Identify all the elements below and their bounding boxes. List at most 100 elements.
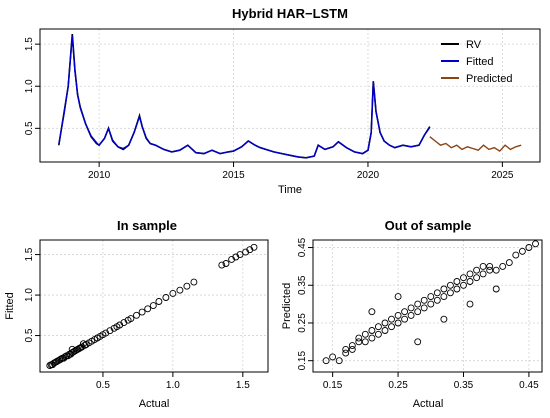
out-of-sample-point xyxy=(414,308,422,316)
out-of-sample-point xyxy=(388,323,395,331)
out-of-sample-y-axis-label: Predicted xyxy=(281,283,293,329)
out-of-sample-title: Out of sample xyxy=(385,218,472,233)
in-sample-x-tick-label: 1.0 xyxy=(166,380,180,391)
out-of-sample-point xyxy=(492,266,500,274)
out-of-sample-point xyxy=(414,338,422,346)
out-of-sample-point xyxy=(374,330,382,338)
top-x-axis-label: Time xyxy=(278,184,302,196)
out-of-sample-point xyxy=(322,357,330,365)
top-x-tick-label: 2015 xyxy=(222,170,245,181)
legend-label-fitted: Fitted xyxy=(466,56,494,68)
out-of-sample-point xyxy=(433,289,441,297)
out-of-sample-point xyxy=(479,270,487,278)
out-of-sample-point xyxy=(407,311,415,319)
in-sample-point xyxy=(149,302,157,310)
out-of-sample-point xyxy=(420,296,428,304)
out-of-sample-point xyxy=(446,289,454,297)
out-of-sample-panel: Out of sample 0.15 0.25 0.35 0.450.150.250.… xyxy=(281,218,543,410)
out-of-sample-point xyxy=(479,262,487,270)
out-of-sample-point xyxy=(453,278,461,285)
top-series xyxy=(58,34,522,159)
in-sample-point xyxy=(68,345,76,353)
out-of-sample-point xyxy=(394,319,402,327)
top-x-tick-label: 2025 xyxy=(491,170,514,181)
out-of-sample-point xyxy=(414,300,422,308)
in-sample-x-axis-label: Actual xyxy=(139,398,170,410)
out-of-sample-point xyxy=(486,266,494,274)
out-of-sample-point xyxy=(532,240,539,248)
in-sample-x-tick-label: 0.5 xyxy=(96,380,110,391)
top-x-tick-label: 2020 xyxy=(357,170,380,181)
out-of-sample-point xyxy=(505,259,513,267)
out-of-sample-point xyxy=(473,266,481,274)
out-of-sample-point xyxy=(368,308,376,316)
out-of-sample-point xyxy=(368,327,376,334)
out-of-sample-point xyxy=(512,251,520,259)
in-sample-point xyxy=(169,289,177,297)
out-of-sample-point xyxy=(427,300,435,308)
out-of-sample-point xyxy=(388,315,395,323)
out-of-sample-point xyxy=(466,270,474,278)
in-sample-point xyxy=(222,260,230,267)
out-of-sample-point xyxy=(466,278,474,285)
out-of-sample-point xyxy=(394,311,402,319)
out-of-sample-y-tick-label: 0.25 xyxy=(297,313,308,333)
top-chart-title: Hybrid HAR−LSTM xyxy=(232,6,348,21)
out-of-sample-point xyxy=(460,281,467,289)
top-ticks: 2010 2015 2020 2025 0.5 1.0 1.5 xyxy=(24,37,514,181)
out-of-sample-point xyxy=(446,281,454,289)
in-sample-panel: In sample 0.5 1.0 1.5 0.5 1.0 1.5 Actual Fitt… xyxy=(4,218,269,410)
out-of-sample-y-tick-label: 0.15 xyxy=(297,351,308,371)
out-of-sample-point xyxy=(525,244,533,251)
top-y-tick-label: 1.5 xyxy=(24,37,35,51)
out-of-sample-point xyxy=(381,327,389,334)
in-sample-y-axis-label: Fitted xyxy=(4,292,16,320)
out-of-sample-point xyxy=(420,304,428,312)
out-of-sample-point xyxy=(374,323,382,331)
in-sample-y-tick-label: 0.5 xyxy=(24,328,35,342)
in-sample-y-tick-label: 1.5 xyxy=(24,247,35,261)
out-of-sample-point xyxy=(342,345,350,353)
out-of-sample-point xyxy=(492,285,500,293)
in-sample-point xyxy=(218,261,226,269)
in-sample-y-tick-label: 1.0 xyxy=(24,288,35,302)
in-sample-x-tick-label: 1.5 xyxy=(236,380,250,391)
out-of-sample-point xyxy=(381,319,389,327)
in-sample-point xyxy=(144,305,152,313)
out-of-sample-point xyxy=(361,330,369,338)
hybrid-har-lstm-panel: Hybrid HAR−LSTM 2010 2015 2020 2025 0.5 1.0 1.… xyxy=(24,6,541,196)
in-sample-point xyxy=(250,243,258,251)
series-line-predicted xyxy=(429,136,522,153)
out-of-sample-point xyxy=(401,315,409,323)
out-of-sample-points xyxy=(322,240,539,365)
series-line-fitted xyxy=(58,35,431,159)
top-y-tick-label: 1.0 xyxy=(24,79,35,93)
in-sample-point xyxy=(133,311,140,319)
out-of-sample-grid xyxy=(313,240,542,372)
in-sample-point xyxy=(190,278,198,286)
out-of-sample-point xyxy=(486,262,494,270)
out-of-sample-point xyxy=(460,274,467,282)
out-of-sample-point xyxy=(466,300,474,308)
out-of-sample-point xyxy=(361,338,369,346)
in-sample-point xyxy=(162,294,170,301)
out-of-sample-y-tick-label: 0.45 xyxy=(297,237,308,257)
in-sample-grid xyxy=(40,240,268,372)
top-plot-frame xyxy=(39,28,541,163)
out-of-sample-ticks: 0.15 0.25 0.35 0.45 0.15 0.25 0.35 0.45 xyxy=(297,237,539,391)
out-of-sample-point xyxy=(473,274,481,282)
in-sample-point xyxy=(155,298,163,305)
out-of-sample-point xyxy=(355,334,363,342)
in-sample-point xyxy=(79,340,87,348)
out-of-sample-point xyxy=(348,345,356,353)
in-sample-ticks: 0.5 1.0 1.5 0.5 1.0 1.5 xyxy=(24,247,250,391)
in-sample-point xyxy=(138,308,146,316)
out-of-sample-point xyxy=(427,293,435,301)
out-of-sample-point xyxy=(348,342,356,350)
in-sample-point xyxy=(236,251,244,259)
out-of-sample-point xyxy=(453,285,461,293)
out-of-sample-x-tick-label: 0.25 xyxy=(388,380,408,391)
out-of-sample-point xyxy=(401,308,409,316)
out-of-sample-point xyxy=(440,315,448,323)
